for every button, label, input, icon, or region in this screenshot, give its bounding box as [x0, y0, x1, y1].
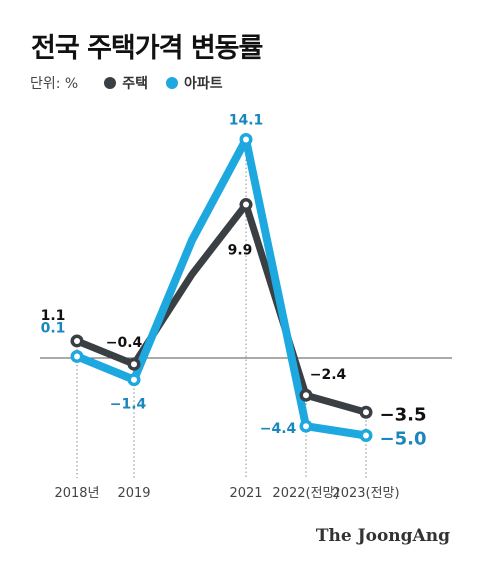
- unit-label: 단위: %: [30, 76, 79, 92]
- legend-dot-house: [104, 77, 117, 89]
- data-point-center: [131, 361, 137, 368]
- data-label-house: −0.4: [106, 335, 143, 351]
- x-tick-label: 2023(전망): [332, 486, 399, 501]
- data-point-center: [131, 376, 137, 383]
- data-label-house: 1.1: [41, 308, 66, 324]
- legend-item-apartment: 아파트: [166, 73, 223, 93]
- legend-label-house: 주택: [122, 76, 148, 92]
- data-point-center: [74, 353, 80, 360]
- series-line-house: [73, 201, 370, 416]
- legend-item-house: 주택: [104, 73, 148, 93]
- data-label-apartment: −4.4: [260, 421, 297, 437]
- data-point-center: [243, 136, 249, 143]
- data-label-apartment: −1.4: [110, 397, 147, 413]
- brand-logo: The JoongAng: [315, 526, 450, 546]
- x-tick-label: 2019: [117, 486, 150, 501]
- data-label-house: −2.4: [310, 367, 347, 383]
- data-point-center: [363, 409, 369, 416]
- data-label-apartment: −5.0: [380, 429, 427, 450]
- data-point-center: [74, 337, 80, 344]
- data-point-center: [303, 392, 309, 399]
- data-label-apartment: 0.1: [41, 320, 66, 336]
- series-line-apartment: [73, 135, 370, 440]
- x-tick-label: 2022(전망): [272, 486, 339, 501]
- data-point-center: [363, 432, 369, 439]
- data-label-house: −3.5: [380, 404, 427, 425]
- x-tick-label: 2021: [229, 486, 262, 501]
- x-tick-label: 2018년: [54, 486, 99, 501]
- legend-label-apartment: 아파트: [184, 76, 223, 92]
- data-point-center: [243, 201, 249, 208]
- legend: 단위: % 주택 아파트: [30, 73, 241, 93]
- data-label-apartment: 14.1: [229, 112, 264, 128]
- chart-title: 전국 주택가격 변동률: [31, 33, 263, 64]
- data-point-center: [303, 423, 309, 430]
- data-label-house: 9.9: [228, 243, 253, 259]
- legend-dot-apartment: [166, 77, 178, 89]
